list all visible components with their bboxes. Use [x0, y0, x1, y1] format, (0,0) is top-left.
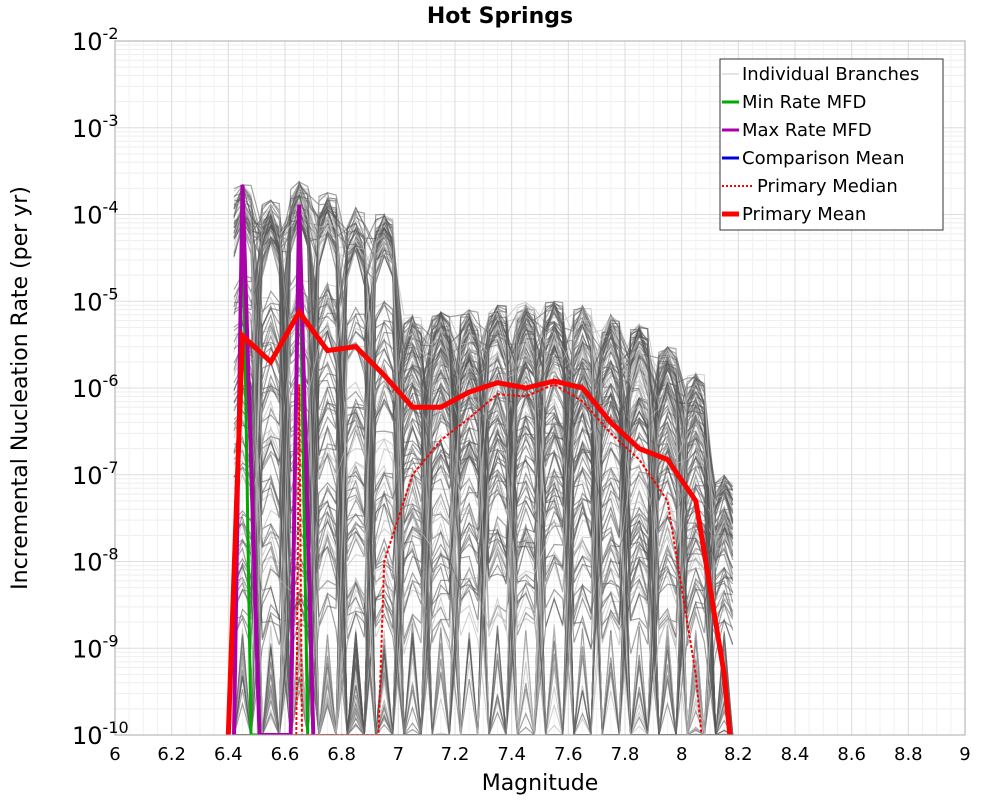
- x-tick-label: 8.4: [781, 744, 810, 765]
- legend-label: Comparison Mean: [742, 148, 905, 169]
- x-tick-label: 6: [109, 744, 120, 765]
- branch-line: [233, 181, 734, 735]
- legend-label: Min Rate MFD: [742, 92, 866, 113]
- branch-line: [233, 254, 734, 735]
- branch-line: [233, 202, 734, 735]
- x-tick-label: 7: [393, 744, 404, 765]
- y-axis-label: Incremental Nucleation Rate (per yr): [8, 186, 33, 590]
- x-tick-label: 9: [959, 744, 970, 765]
- series-max-rate-mfd: [232, 184, 316, 735]
- legend-label: Individual Branches: [742, 64, 919, 85]
- branch-line: [233, 203, 734, 735]
- legend-label: Max Rate MFD: [742, 120, 872, 141]
- x-axis-label: Magnitude: [482, 771, 599, 796]
- legend: Individual Branches Min Rate MFD Max Rate …: [719, 58, 944, 231]
- y-tick-label: 10-5: [72, 284, 119, 316]
- x-axis-ticks: 6 6.2 6.4 6.6 6.8 7 7.2 7.4 7.6 7.8 8 8.2 8.4 8.6 8.8 9: [109, 744, 970, 765]
- x-tick-label: 6.2: [157, 744, 186, 765]
- branch-line: [233, 212, 734, 735]
- y-tick-label: 10-3: [72, 111, 119, 143]
- y-tick-label: 10-6: [72, 371, 119, 403]
- y-tick-label: 10-10: [72, 718, 129, 750]
- x-tick-label: 8.6: [837, 744, 866, 765]
- series-layer: [225, 184, 733, 735]
- y-tick-label: 10-4: [72, 198, 119, 230]
- plot-frame: [114, 40, 966, 736]
- x-tick-label: 7.6: [554, 744, 583, 765]
- series-primary-median: [295, 383, 703, 735]
- x-tick-label: 7.8: [611, 744, 640, 765]
- x-tick-label: 8.2: [724, 744, 753, 765]
- branch-line: [233, 211, 734, 735]
- x-tick-label: 7.4: [497, 744, 526, 765]
- x-tick-label: 7.2: [441, 744, 470, 765]
- legend-label: Primary Median: [757, 176, 898, 197]
- y-tick-label: 10-8: [72, 545, 119, 577]
- branch-line: [233, 217, 733, 735]
- legend-box: [719, 58, 944, 231]
- series-primary-mean: [225, 307, 733, 735]
- x-tick-label: 6.8: [327, 744, 356, 765]
- branch-line: [233, 214, 734, 735]
- y-tick-label: 10-2: [72, 24, 119, 56]
- y-tick-label: 10-7: [72, 458, 119, 490]
- legend-label: Primary Mean: [742, 204, 866, 225]
- x-tick-label: 8: [676, 744, 687, 765]
- x-tick-label: 6.4: [214, 744, 243, 765]
- y-axis-ticks: 10-2 10-3 10-4 10-5 10-6 10-7 10-8 10-9 10-10: [72, 24, 129, 750]
- x-tick-label: 8.8: [894, 744, 923, 765]
- x-tick-label: 6.6: [271, 744, 300, 765]
- individual-branches: [233, 180, 734, 735]
- y-tick-label: 10-9: [72, 631, 119, 663]
- chart-title: Hot Springs: [427, 4, 573, 29]
